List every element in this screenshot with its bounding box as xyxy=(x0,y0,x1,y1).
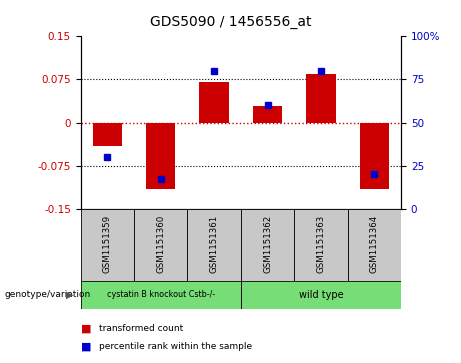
Bar xyxy=(93,122,122,146)
Bar xyxy=(81,281,241,309)
Text: GSM1151364: GSM1151364 xyxy=(370,215,379,273)
Bar xyxy=(294,209,348,281)
Text: GDS5090 / 1456556_at: GDS5090 / 1456556_at xyxy=(150,15,311,29)
Bar xyxy=(241,281,401,309)
Bar xyxy=(253,106,282,122)
Text: GSM1151360: GSM1151360 xyxy=(156,215,165,273)
Text: cystatin B knockout Cstb-/-: cystatin B knockout Cstb-/- xyxy=(106,290,215,299)
Bar xyxy=(146,122,176,189)
Text: GSM1151359: GSM1151359 xyxy=(103,215,112,273)
Text: GSM1151363: GSM1151363 xyxy=(316,215,325,273)
Bar xyxy=(134,209,188,281)
Text: ▶: ▶ xyxy=(66,290,74,300)
Text: GSM1151362: GSM1151362 xyxy=(263,215,272,273)
Bar xyxy=(360,122,389,189)
Text: ■: ■ xyxy=(81,342,91,352)
Bar xyxy=(200,82,229,122)
Text: transformed count: transformed count xyxy=(99,324,183,333)
Bar xyxy=(81,209,134,281)
Bar xyxy=(348,209,401,281)
Bar xyxy=(306,74,336,122)
Bar xyxy=(188,209,241,281)
Text: ■: ■ xyxy=(81,323,91,334)
Bar xyxy=(241,209,294,281)
Text: percentile rank within the sample: percentile rank within the sample xyxy=(99,342,252,351)
Text: GSM1151361: GSM1151361 xyxy=(210,215,219,273)
Text: wild type: wild type xyxy=(299,290,343,300)
Text: genotype/variation: genotype/variation xyxy=(5,290,91,299)
